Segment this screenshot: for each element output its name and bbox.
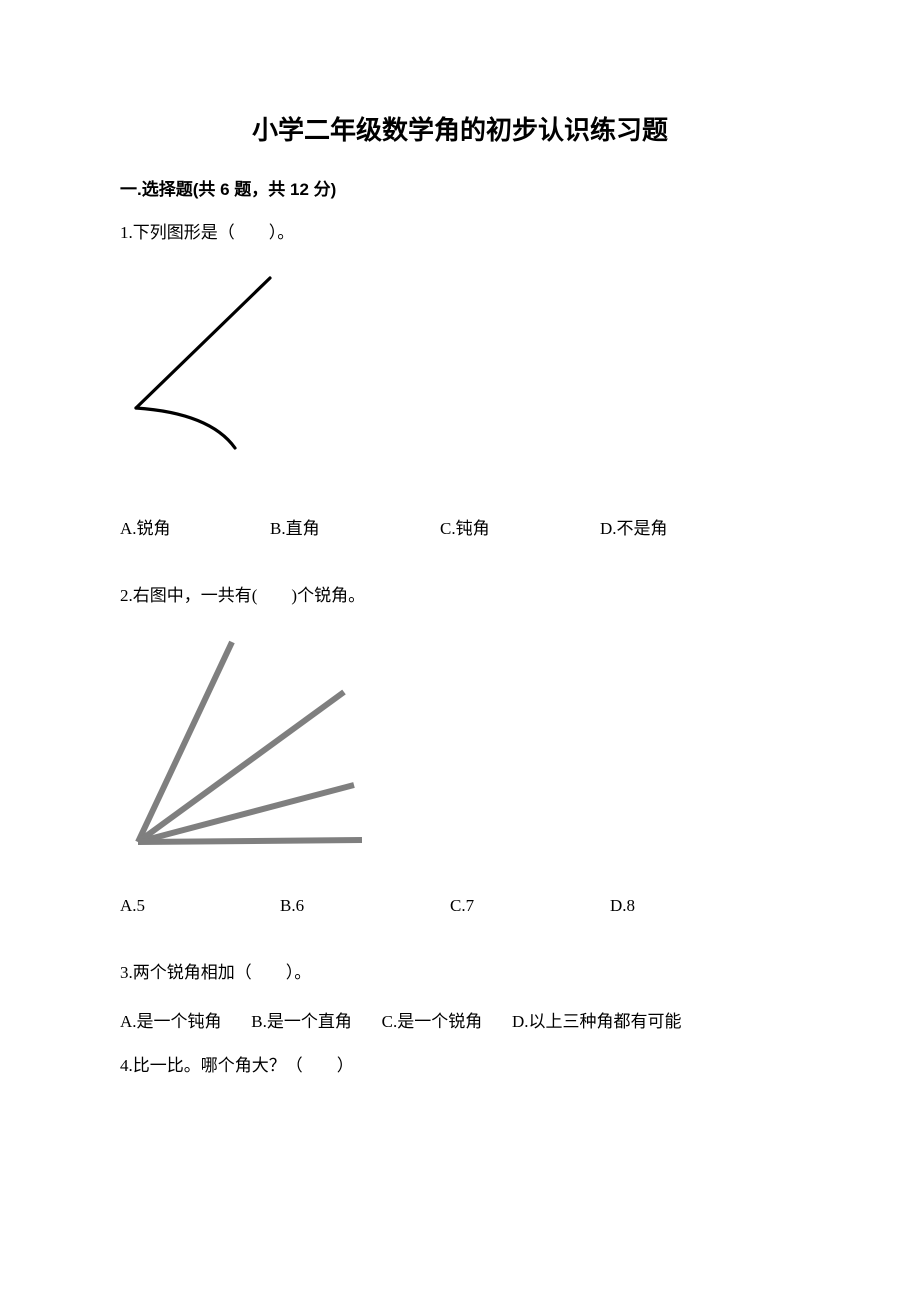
q3-options: A.是一个钝角 B.是一个直角 C.是一个锐角 D.以上三种角都有可能 bbox=[120, 1008, 800, 1035]
q1-option-a: A.锐角 bbox=[120, 514, 270, 539]
q3-option-a: A.是一个钝角 bbox=[120, 1012, 222, 1031]
q1-option-c: C.钝角 bbox=[440, 514, 600, 539]
q3-option-b: B.是一个直角 bbox=[251, 1012, 352, 1031]
q1-figure bbox=[120, 268, 800, 478]
q1-options: A.锐角 B.直角 C.钝角 D.不是角 bbox=[120, 514, 800, 539]
q2-option-b: B.6 bbox=[280, 896, 450, 916]
q2-option-d: D.8 bbox=[610, 896, 770, 916]
q2-figure bbox=[120, 630, 800, 860]
q3-option-c: C.是一个锐角 bbox=[382, 1012, 483, 1031]
q2-option-a: A.5 bbox=[120, 896, 280, 916]
q1-option-b: B.直角 bbox=[270, 514, 440, 539]
page-title: 小学二年级数学角的初步认识练习题 bbox=[120, 110, 800, 147]
q3-text: 3.两个锐角相加（ ）。 bbox=[120, 960, 800, 986]
q2-option-c: C.7 bbox=[450, 896, 610, 916]
q2-options: A.5 B.6 C.7 D.8 bbox=[120, 896, 800, 916]
q1-option-d: D.不是角 bbox=[600, 514, 750, 539]
q1-text: 1.下列图形是（ ）。 bbox=[120, 220, 800, 246]
section-header: 一.选择题(共 6 题，共 12 分) bbox=[120, 175, 800, 200]
q3-option-d: D.以上三种角都有可能 bbox=[512, 1012, 682, 1031]
q4-text: 4.比一比。哪个角大？（ ） bbox=[120, 1053, 800, 1079]
q2-text: 2.右图中，一共有( )个锐角。 bbox=[120, 583, 800, 609]
